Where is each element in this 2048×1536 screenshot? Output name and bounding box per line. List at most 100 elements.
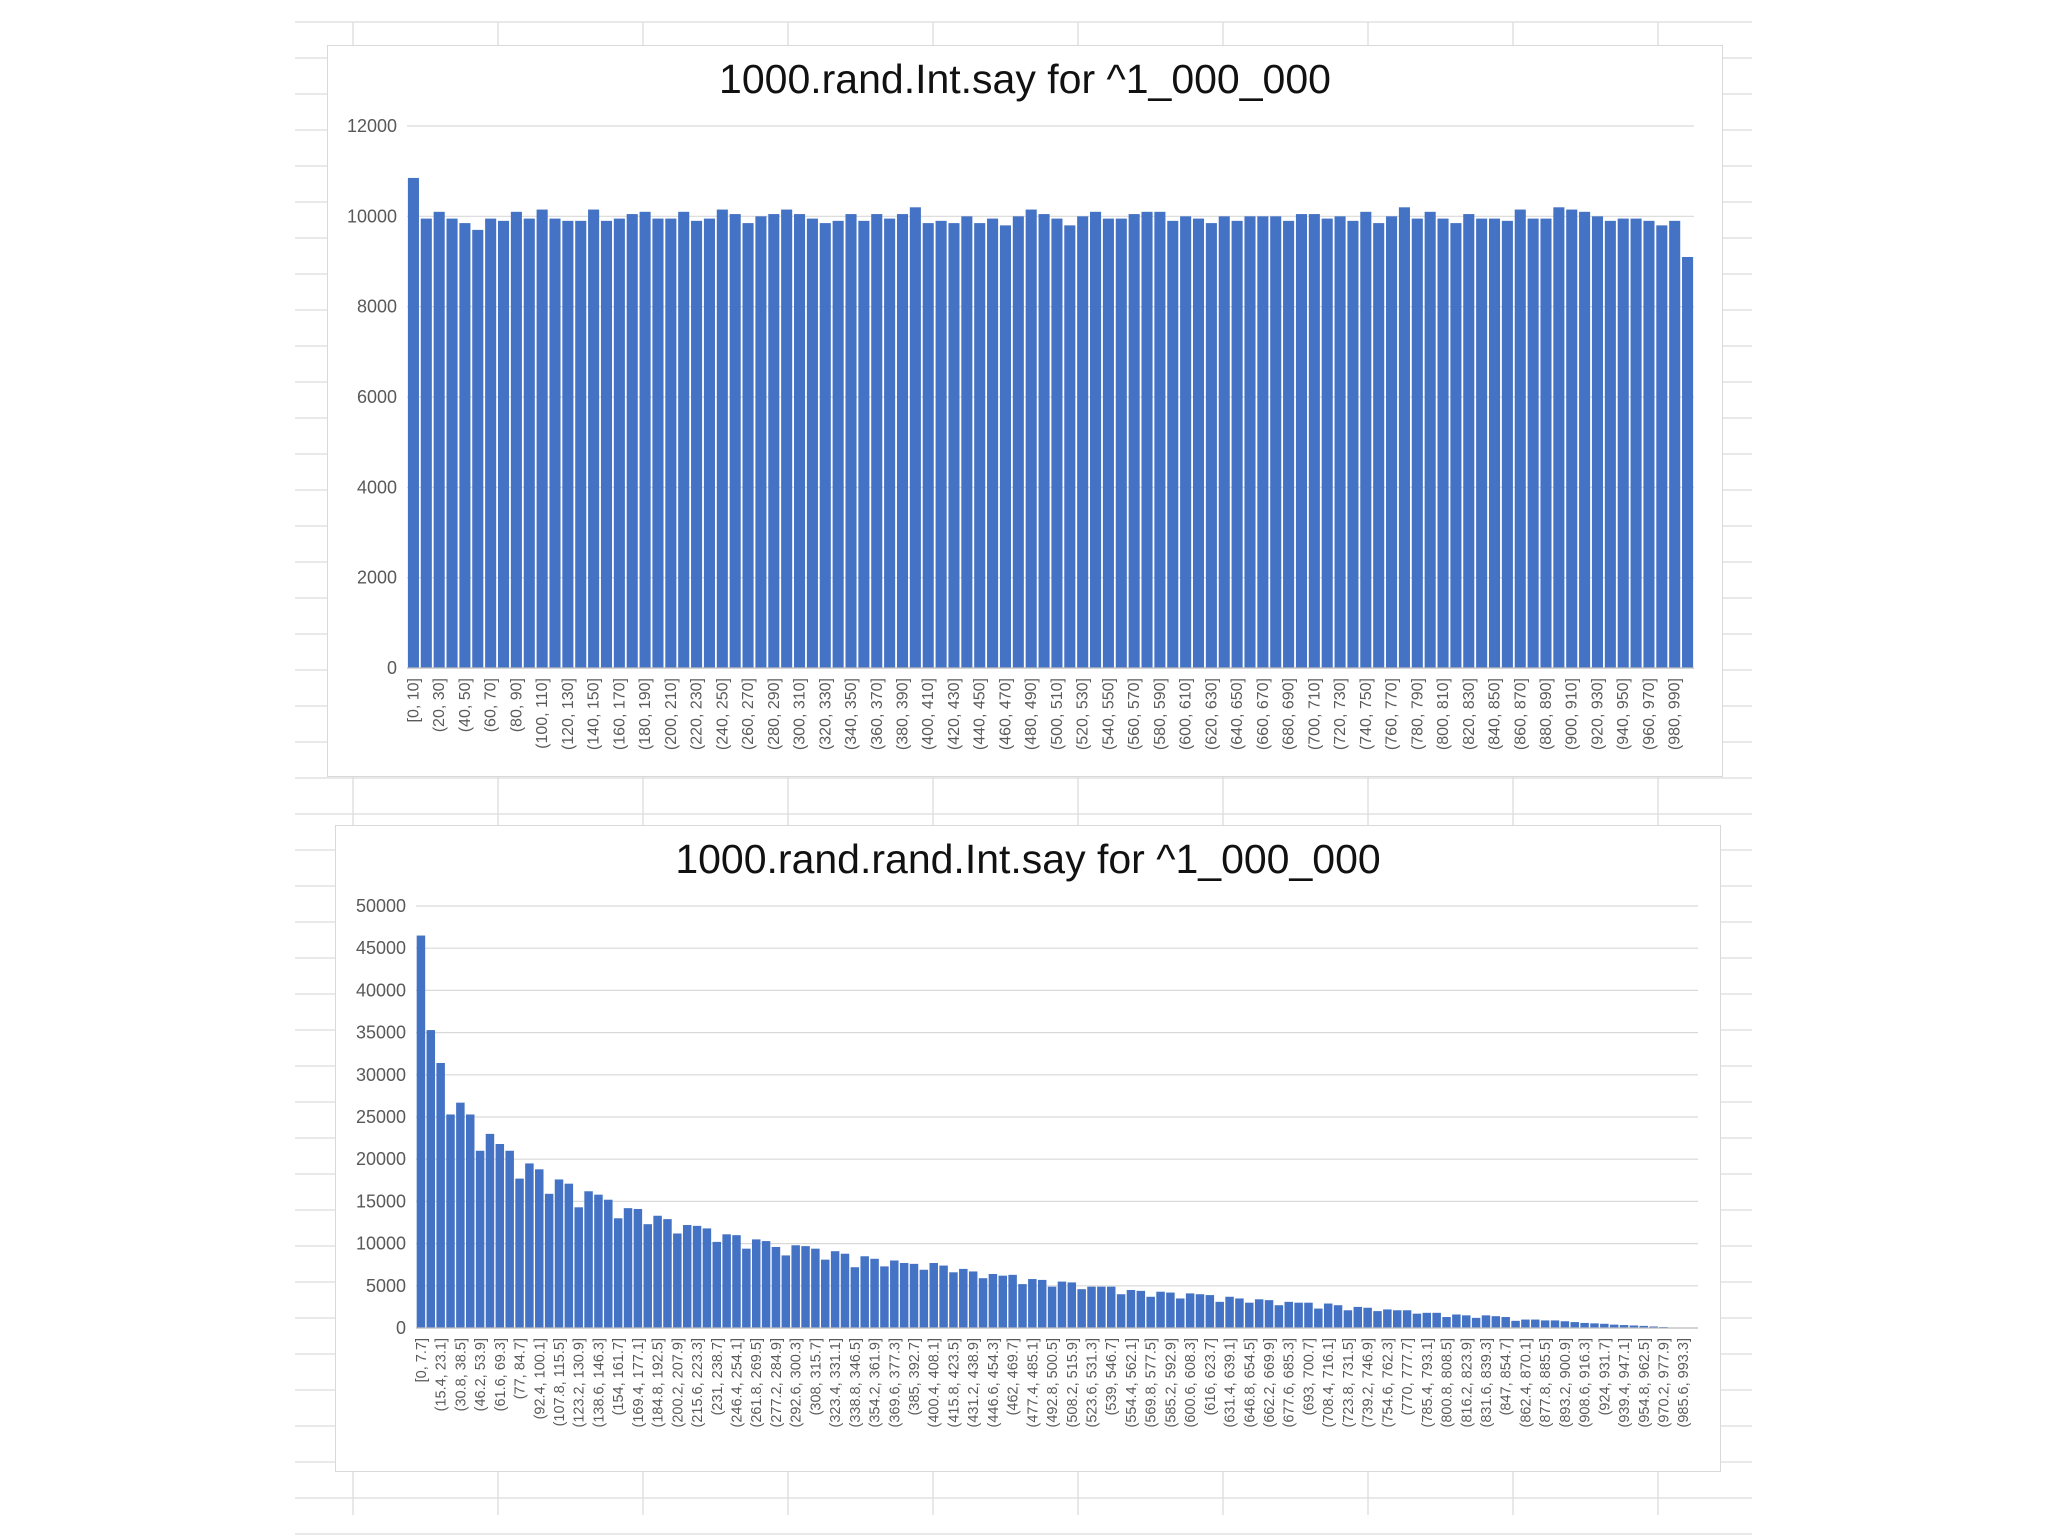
bar[interactable] xyxy=(426,1030,436,1328)
bar[interactable] xyxy=(1386,216,1398,669)
bar[interactable] xyxy=(1669,220,1681,668)
bar[interactable] xyxy=(1609,1324,1619,1328)
bar[interactable] xyxy=(1195,1294,1205,1328)
bar[interactable] xyxy=(574,1207,583,1328)
bar[interactable] xyxy=(1579,211,1591,669)
bar[interactable] xyxy=(1682,256,1694,668)
bar[interactable] xyxy=(761,1241,771,1328)
bar[interactable] xyxy=(1115,218,1127,668)
bar[interactable] xyxy=(1553,207,1565,669)
bar[interactable] xyxy=(505,1150,514,1328)
bar[interactable] xyxy=(673,1233,682,1328)
bar[interactable] xyxy=(1167,220,1179,668)
bar[interactable] xyxy=(1257,216,1269,669)
bar[interactable] xyxy=(1205,223,1217,668)
bar[interactable] xyxy=(1038,214,1050,668)
bar[interactable] xyxy=(575,220,587,668)
bar[interactable] xyxy=(939,1265,948,1328)
bar[interactable] xyxy=(1102,218,1114,668)
bar[interactable] xyxy=(633,1208,643,1328)
bar[interactable] xyxy=(1333,1305,1343,1328)
bar[interactable] xyxy=(1402,1310,1412,1328)
bar[interactable] xyxy=(1025,209,1037,668)
bar[interactable] xyxy=(1422,1312,1432,1328)
bar[interactable] xyxy=(416,935,426,1328)
bar[interactable] xyxy=(653,1215,662,1328)
bar[interactable] xyxy=(564,1183,574,1328)
bar[interactable] xyxy=(1284,1301,1293,1328)
bar[interactable] xyxy=(1629,1325,1639,1328)
bar[interactable] xyxy=(1218,216,1230,669)
bar[interactable] xyxy=(1166,1292,1175,1328)
bar[interactable] xyxy=(1347,220,1359,668)
bar[interactable] xyxy=(751,1239,761,1328)
bar[interactable] xyxy=(978,1278,988,1328)
bar[interactable] xyxy=(604,1199,613,1328)
bar[interactable] xyxy=(722,1234,731,1328)
bar[interactable] xyxy=(1180,216,1192,669)
bar[interactable] xyxy=(1398,207,1410,669)
bar[interactable] xyxy=(811,1248,820,1328)
bar[interactable] xyxy=(485,218,497,668)
bar[interactable] xyxy=(1156,1291,1165,1328)
bar[interactable] xyxy=(821,1259,830,1328)
bar[interactable] xyxy=(1527,218,1539,668)
bar[interactable] xyxy=(682,1225,692,1328)
bar[interactable] xyxy=(1254,1299,1264,1328)
bar[interactable] xyxy=(436,1062,445,1328)
bar[interactable] xyxy=(870,1258,879,1328)
bar[interactable] xyxy=(880,1266,889,1328)
bar[interactable] xyxy=(420,218,432,668)
bar[interactable] xyxy=(652,218,664,668)
bar[interactable] xyxy=(832,220,844,668)
bar[interactable] xyxy=(1215,1301,1224,1328)
bar[interactable] xyxy=(1560,1321,1570,1328)
bar[interactable] xyxy=(1649,1326,1658,1328)
bar[interactable] xyxy=(858,220,870,668)
bar[interactable] xyxy=(523,218,535,668)
bar[interactable] xyxy=(1126,1290,1136,1328)
bar[interactable] xyxy=(446,1114,455,1328)
bar[interactable] xyxy=(1373,1311,1382,1328)
bar[interactable] xyxy=(1488,218,1501,668)
bar[interactable] xyxy=(562,220,574,668)
bar[interactable] xyxy=(1128,214,1140,668)
bar[interactable] xyxy=(1550,1320,1560,1328)
bar[interactable] xyxy=(1295,214,1307,668)
bar[interactable] xyxy=(1501,1317,1510,1328)
bar[interactable] xyxy=(974,223,986,668)
bar[interactable] xyxy=(613,218,625,668)
bar[interactable] xyxy=(1077,216,1089,669)
bar[interactable] xyxy=(691,220,703,668)
bar[interactable] xyxy=(1231,220,1243,668)
bar[interactable] xyxy=(1452,1314,1461,1328)
bar[interactable] xyxy=(1437,218,1449,668)
bar[interactable] xyxy=(1334,216,1346,669)
bar[interactable] xyxy=(692,1225,702,1328)
bar[interactable] xyxy=(801,1246,810,1328)
bar[interactable] xyxy=(510,211,522,669)
bar[interactable] xyxy=(515,1178,524,1328)
bar[interactable] xyxy=(1205,1295,1215,1328)
bar[interactable] xyxy=(1643,220,1655,668)
bar[interactable] xyxy=(850,1267,860,1328)
bar[interactable] xyxy=(535,1169,544,1328)
bar[interactable] xyxy=(1185,1293,1195,1328)
bar[interactable] xyxy=(1018,1284,1027,1328)
bar[interactable] xyxy=(1097,1286,1106,1328)
bar[interactable] xyxy=(1353,1306,1363,1328)
bar[interactable] xyxy=(1462,1315,1471,1328)
bar[interactable] xyxy=(1511,1320,1520,1328)
bar[interactable] xyxy=(1308,214,1320,668)
bar[interactable] xyxy=(1590,1323,1599,1328)
bar[interactable] xyxy=(623,1208,633,1328)
bar[interactable] xyxy=(525,1163,534,1328)
bar[interactable] xyxy=(860,1256,869,1328)
bar[interactable] xyxy=(712,1241,722,1328)
bar[interactable] xyxy=(1463,214,1475,668)
bar[interactable] xyxy=(1566,209,1578,668)
bar[interactable] xyxy=(459,223,471,668)
bar[interactable] xyxy=(1136,1290,1146,1328)
bar[interactable] xyxy=(472,229,484,668)
bar[interactable] xyxy=(819,223,831,668)
